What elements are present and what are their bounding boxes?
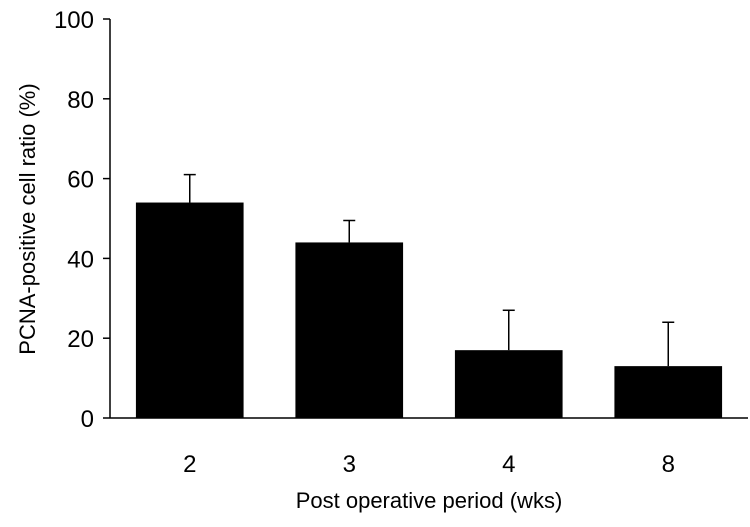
bar-4 <box>454 350 563 418</box>
bars-layer <box>135 202 723 418</box>
x-tick-label: 2 <box>183 451 196 478</box>
x-axis-title: Post operative period (wks) <box>296 488 563 513</box>
x-tick-label: 3 <box>343 451 356 478</box>
x-tick-label: 4 <box>502 451 515 478</box>
y-tick-label: 20 <box>67 326 94 353</box>
y-axis-title: PCNA-positive cell ratio (%) <box>15 83 40 354</box>
y-tick-label: 40 <box>67 246 94 273</box>
bar-8 <box>614 366 723 418</box>
error-bars-layer <box>183 173 675 367</box>
y-tick-label: 100 <box>54 7 94 34</box>
x-tick-label: 8 <box>662 451 675 478</box>
y-tick-label: 0 <box>81 406 94 433</box>
x-axis: 2 3 4 8 <box>110 417 748 478</box>
bar-3 <box>295 242 404 418</box>
bar-2 <box>135 202 244 418</box>
y-tick-label: 60 <box>67 167 94 194</box>
y-axis: 0 20 40 60 80 100 <box>54 7 111 433</box>
y-tick-label: 80 <box>67 87 94 114</box>
